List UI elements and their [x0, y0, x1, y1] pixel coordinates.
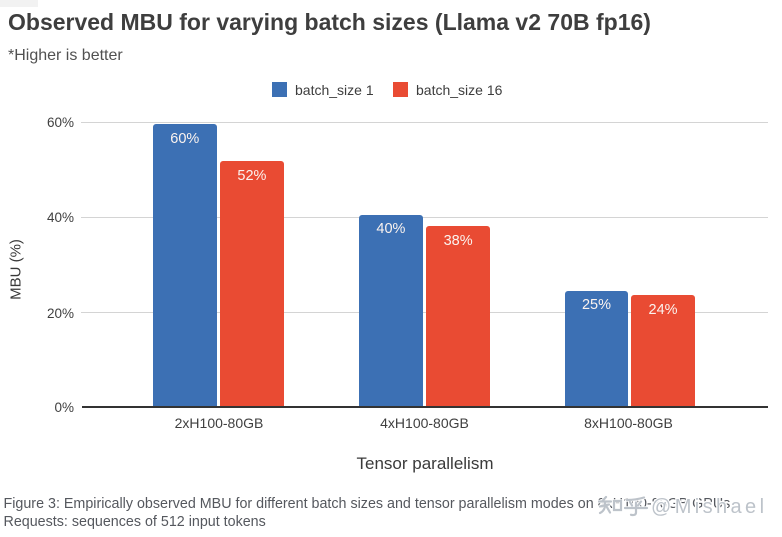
svg-text:@Mishael: @Mishael	[651, 496, 767, 518]
